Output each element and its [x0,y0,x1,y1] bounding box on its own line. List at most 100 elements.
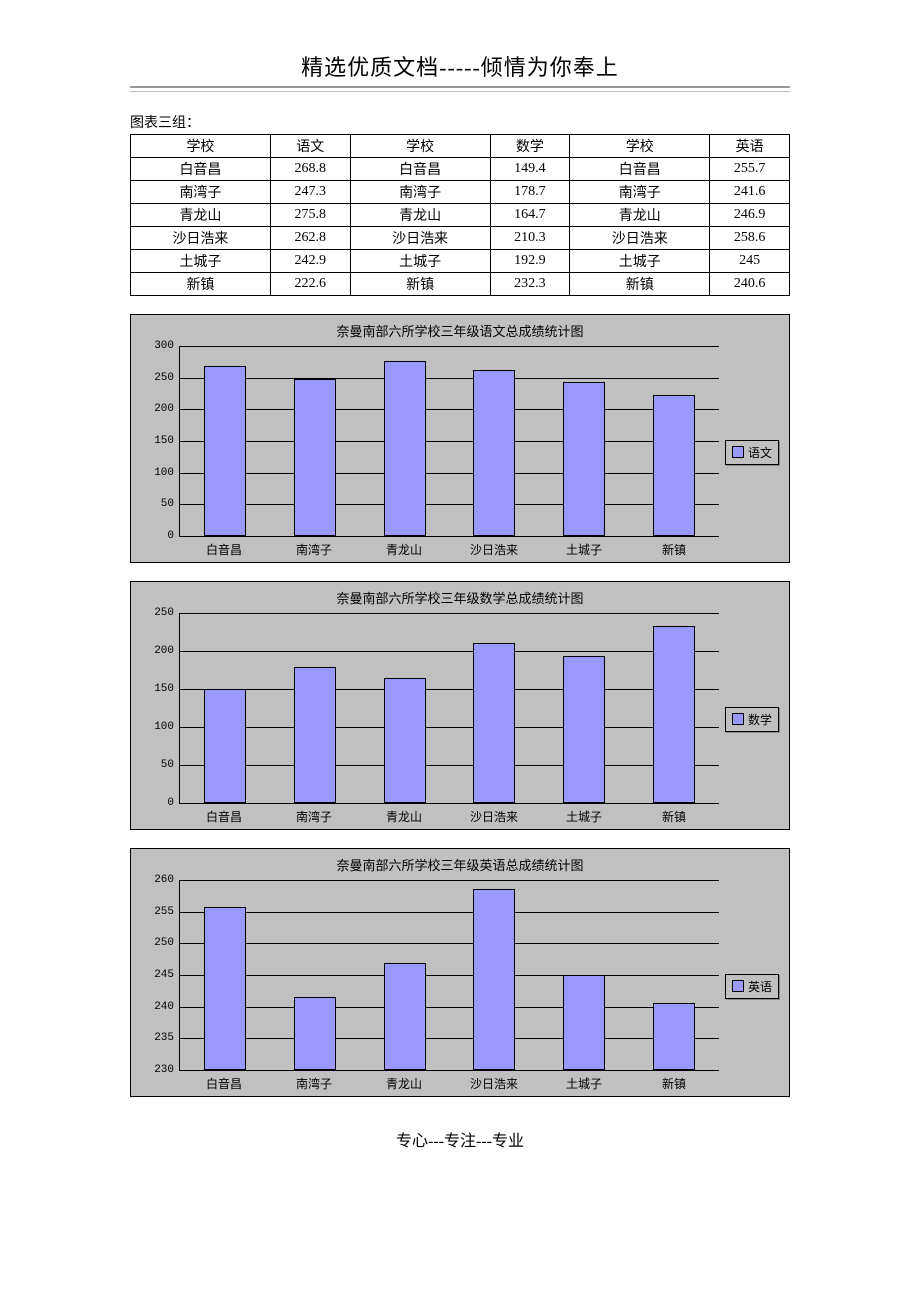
table-row: 新镇222.6新镇232.3新镇240.6 [131,273,790,296]
table-row: 土城子242.9土城子192.9土城子245 [131,250,790,273]
table-cell: 沙日浩来 [350,227,490,250]
legend-swatch-icon [732,446,744,458]
y-tick-label: 235 [154,1032,180,1044]
page-header-title: 精选优质文档-----倾情为你奉上 [130,50,790,82]
y-tick-label: 250 [154,937,180,949]
legend-swatch-icon [732,713,744,725]
chart-bar [294,379,336,536]
chart-bar [294,667,336,803]
table-cell: 222.6 [270,273,350,296]
table-cell: 新镇 [350,273,490,296]
table-cell: 土城子 [350,250,490,273]
x-tick-label: 新镇 [629,808,719,825]
table-cell: 240.6 [710,273,790,296]
table-row: 南湾子247.3南湾子178.7南湾子241.6 [131,181,790,204]
table-cell: 268.8 [270,158,350,181]
table-cell: 青龙山 [570,204,710,227]
score-table: 学校语文学校数学学校英语白音昌268.8白音昌149.4白音昌255.7南湾子2… [130,134,790,296]
chart-legend: 数学 [725,707,779,732]
table-cell: 232.3 [490,273,570,296]
x-tick-label: 青龙山 [359,808,449,825]
table-cell: 白音昌 [131,158,271,181]
chart-title: 奈曼南部六所学校三年级语文总成绩统计图 [131,315,789,342]
table-cell: 242.9 [270,250,350,273]
y-tick-label: 250 [154,372,180,384]
x-tick-label: 白音昌 [179,808,269,825]
x-tick-label: 青龙山 [359,541,449,558]
x-tick-label: 土城子 [539,808,629,825]
y-tick-label: 240 [154,1001,180,1013]
x-tick-label: 南湾子 [269,808,359,825]
table-cell: 南湾子 [131,181,271,204]
table-cell: 262.8 [270,227,350,250]
table-cell: 沙日浩来 [570,227,710,250]
x-tick-label: 新镇 [629,541,719,558]
table-header-cell: 学校 [131,135,271,158]
table-row: 白音昌268.8白音昌149.4白音昌255.7 [131,158,790,181]
x-tick-label: 白音昌 [179,541,269,558]
table-header-cell: 英语 [710,135,790,158]
table-header-cell: 学校 [350,135,490,158]
chart-title: 奈曼南部六所学校三年级数学总成绩统计图 [131,582,789,609]
chart-bar [204,366,246,536]
chart-bar [294,997,336,1070]
y-tick-label: 0 [167,797,180,809]
x-tick-label: 白音昌 [179,1075,269,1092]
table-cell: 247.3 [270,181,350,204]
legend-label: 英语 [748,978,772,995]
legend-label: 数学 [748,711,772,728]
chart-bar [204,907,246,1070]
table-cell: 沙日浩来 [131,227,271,250]
table-cell: 青龙山 [131,204,271,227]
table-cell: 149.4 [490,158,570,181]
chart-bar [653,626,695,803]
y-tick-label: 245 [154,969,180,981]
chart-bar [473,370,515,536]
page-footer: 专心---专注---专业 [130,1127,790,1151]
chart-bar [563,382,605,536]
x-tick-label: 青龙山 [359,1075,449,1092]
table-header-cell: 语文 [270,135,350,158]
chart-legend: 语文 [725,440,779,465]
chart-bar [653,395,695,536]
chart-bar [384,678,426,803]
y-tick-label: 250 [154,607,180,619]
table-header-cell: 学校 [570,135,710,158]
table-cell: 土城子 [131,250,271,273]
table-cell: 新镇 [131,273,271,296]
table-cell: 246.9 [710,204,790,227]
table-cell: 192.9 [490,250,570,273]
chart-bar [563,975,605,1070]
y-tick-label: 300 [154,340,180,352]
y-tick-label: 0 [167,530,180,542]
y-tick-label: 50 [161,498,180,510]
x-tick-label: 土城子 [539,541,629,558]
chart-plot-area: 050100150200250300 [179,346,719,537]
y-tick-label: 100 [154,721,180,733]
table-cell: 青龙山 [350,204,490,227]
chart-box: 奈曼南部六所学校三年级语文总成绩统计图 050100150200250300 白音昌… [130,314,790,563]
table-cell: 土城子 [570,250,710,273]
y-tick-label: 100 [154,467,180,479]
table-cell: 南湾子 [350,181,490,204]
table-cell: 210.3 [490,227,570,250]
y-tick-label: 200 [154,403,180,415]
legend-label: 语文 [748,444,772,461]
table-caption: 图表三组： [130,112,790,132]
table-cell: 255.7 [710,158,790,181]
x-tick-label: 沙日浩来 [449,808,539,825]
table-cell: 南湾子 [570,181,710,204]
x-tick-label: 土城子 [539,1075,629,1092]
chart-bar [204,689,246,803]
legend-swatch-icon [732,980,744,992]
table-cell: 258.6 [710,227,790,250]
chart-bar [473,643,515,803]
x-tick-label: 南湾子 [269,1075,359,1092]
y-tick-label: 230 [154,1064,180,1076]
table-cell: 275.8 [270,204,350,227]
chart-plot-area: 230235240245250255260 [179,880,719,1071]
chart-box: 奈曼南部六所学校三年级数学总成绩统计图050100150200250白音昌南湾子… [130,581,790,830]
chart-title: 奈曼南部六所学校三年级英语总成绩统计图 [131,849,789,876]
chart-bar [384,361,426,536]
y-tick-label: 200 [154,645,180,657]
